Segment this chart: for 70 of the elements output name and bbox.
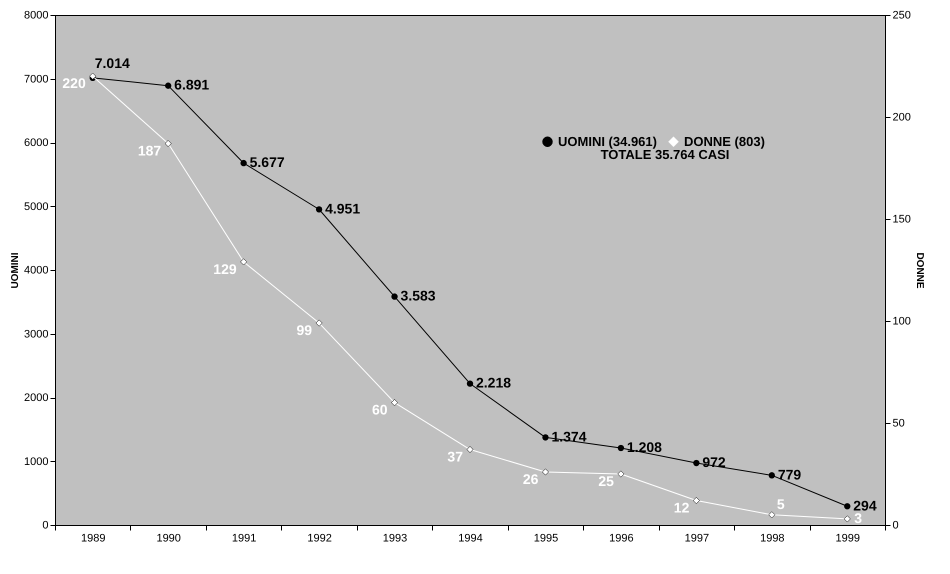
data-label: 37 xyxy=(447,448,464,465)
data-label: 3.583 xyxy=(400,288,436,304)
data-label: 779 xyxy=(778,466,802,482)
x-tick-label: 1997 xyxy=(684,532,710,544)
data-label: 7.014 xyxy=(94,54,130,71)
data-label: 4.951 xyxy=(325,200,360,216)
y-tick-label: 4000 xyxy=(24,264,48,276)
x-tick-label: 1996 xyxy=(609,532,634,544)
x-tick-label: 1999 xyxy=(836,532,860,544)
x-tick-label: 1994 xyxy=(458,532,483,544)
y2-tick-label: 0 xyxy=(892,520,899,532)
point xyxy=(768,511,776,518)
y-tick-label: 2000 xyxy=(24,392,48,404)
data-label: 26 xyxy=(522,470,539,487)
x-tick-label: 1991 xyxy=(232,532,256,544)
data-label: 25 xyxy=(598,473,614,489)
point xyxy=(542,434,549,441)
point xyxy=(617,470,624,478)
y-tick-label: 8000 xyxy=(24,10,48,22)
point xyxy=(164,140,172,147)
data-label: 12 xyxy=(674,500,690,516)
point xyxy=(692,497,700,504)
y-tick-label: 6000 xyxy=(24,137,48,149)
data-label: 99 xyxy=(296,322,312,338)
y2-tick-label: 250 xyxy=(892,10,911,22)
x-tick-label: 1992 xyxy=(307,532,332,544)
point xyxy=(240,258,248,266)
y-axis-title: UOMINI xyxy=(10,252,22,289)
data-label: 1.374 xyxy=(551,428,587,444)
x-tick-label: 1998 xyxy=(760,532,785,544)
data-label: 129 xyxy=(213,260,237,277)
point xyxy=(316,206,322,213)
point xyxy=(391,293,398,300)
y-tick-label: 1000 xyxy=(24,456,48,468)
legend-label: DONNE (803) xyxy=(684,134,765,149)
point xyxy=(240,160,247,166)
point xyxy=(391,399,398,406)
point xyxy=(165,82,172,89)
point xyxy=(466,446,474,453)
data-label: 60 xyxy=(372,402,388,418)
y-tick-label: 0 xyxy=(42,520,48,532)
point xyxy=(316,320,323,326)
y-tick-label: 7000 xyxy=(24,73,48,86)
data-label: 972 xyxy=(702,454,726,470)
data-label: 187 xyxy=(138,142,162,159)
legend-label: UOMINI (34.961) xyxy=(558,134,657,149)
x-tick-label: 1993 xyxy=(382,532,408,544)
data-label: 220 xyxy=(62,75,86,92)
x-tick-label: 1995 xyxy=(534,532,558,544)
y-tick-label: 3000 xyxy=(24,328,48,340)
y2-tick-label: 100 xyxy=(892,316,911,328)
x-tick-label: 1990 xyxy=(156,532,181,544)
data-label: 6.891 xyxy=(174,76,210,93)
point xyxy=(693,460,700,466)
data-label: 1.208 xyxy=(626,438,662,455)
point xyxy=(844,503,850,510)
point xyxy=(844,515,851,522)
y-tick-label: 5000 xyxy=(24,200,48,213)
y2-tick-label: 50 xyxy=(892,418,905,430)
point xyxy=(618,444,624,452)
point xyxy=(768,472,775,478)
y2-tick-label: 200 xyxy=(892,112,911,124)
data-label: 2.218 xyxy=(476,374,512,391)
y2-tick-label: 150 xyxy=(892,214,911,226)
y2-axis-title: DONNE xyxy=(914,252,925,289)
point xyxy=(542,468,549,476)
data-label: 5.677 xyxy=(250,154,285,170)
data-label: 5 xyxy=(776,496,785,512)
point xyxy=(466,380,474,387)
x-tick-label: 1989 xyxy=(80,532,106,544)
